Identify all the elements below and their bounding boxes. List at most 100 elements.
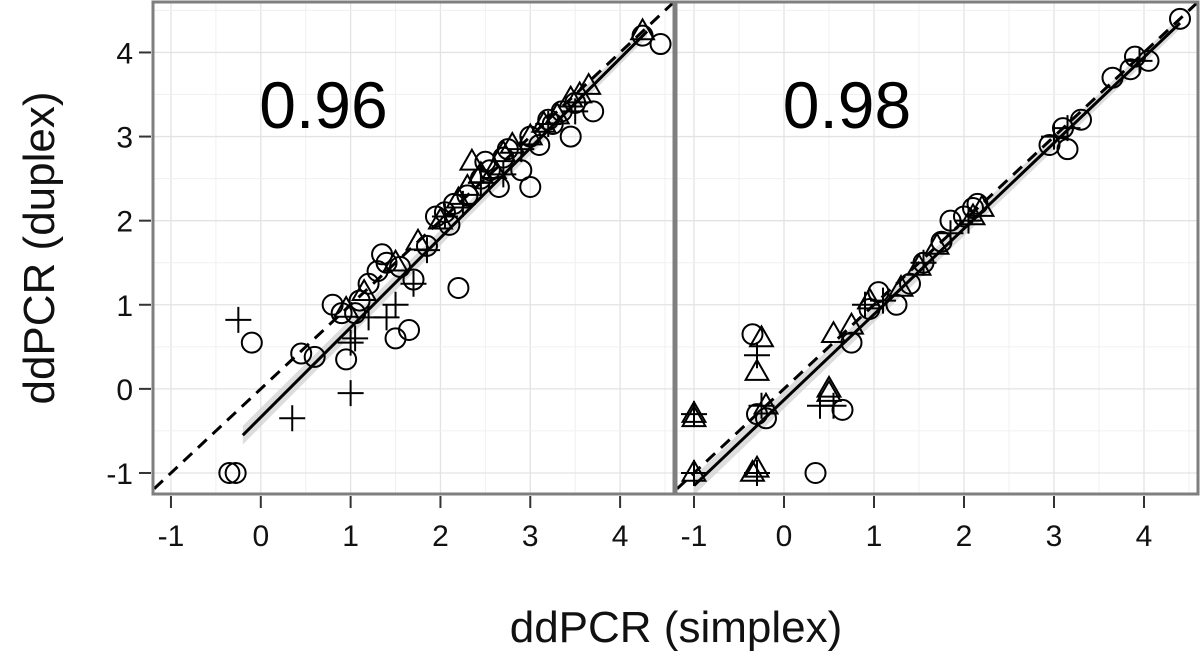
data-point-triangle	[517, 122, 544, 146]
data-point-plus	[1041, 123, 1067, 150]
data-point-triangle	[530, 109, 557, 133]
data-point-triangle	[566, 80, 593, 104]
data-point-circle	[741, 323, 764, 346]
data-point-plus	[490, 161, 517, 188]
x-tick-label: 2	[956, 520, 973, 553]
data-point-triangle	[856, 286, 883, 310]
data-point-circle	[240, 331, 263, 354]
data-point-circle	[804, 461, 827, 484]
data-point-plus	[400, 270, 427, 297]
data-point-plus	[431, 203, 458, 230]
reference-line	[153, 2, 674, 492]
plot-background	[153, 2, 674, 494]
data-point-plus	[1054, 115, 1081, 142]
data-point-triangle	[499, 130, 526, 154]
data-point-circle	[224, 461, 247, 484]
data-point-plus	[382, 291, 409, 318]
data-point-plus	[225, 306, 252, 333]
plot-area	[676, 2, 1198, 494]
y-tick-label: 4	[116, 37, 133, 70]
series-plus	[225, 98, 589, 432]
x-tick-label: 4	[612, 520, 629, 553]
data-point-plus	[535, 110, 562, 137]
data-point-circle	[218, 461, 241, 484]
x-tick-label: 4	[1136, 520, 1153, 553]
data-point-plus	[681, 401, 707, 428]
data-point-plus	[413, 237, 440, 264]
data-point-triangle	[815, 374, 843, 398]
data-point-circle	[559, 125, 582, 148]
data-point-plus	[744, 459, 770, 486]
data-point-circle	[519, 176, 542, 199]
data-point-triangle	[458, 147, 486, 171]
data-point-plus	[562, 98, 589, 125]
data-point-triangle	[332, 294, 360, 318]
data-point-triangle	[629, 17, 656, 41]
data-point-plus	[852, 291, 878, 318]
x-tick-label: 1	[342, 520, 359, 553]
data-point-triangle	[743, 358, 771, 381]
data-point-circle	[290, 342, 313, 365]
plot-area	[153, 2, 674, 492]
data-point-triangle	[959, 202, 987, 226]
data-point-plus	[1126, 47, 1153, 74]
data-point-plus	[955, 207, 982, 234]
x-axis: -1 0 1 2 3 4 -1 0 1 2 3 4	[158, 496, 1153, 553]
data-point-triangle	[739, 458, 766, 482]
data-point-circle	[447, 276, 470, 299]
y-tick-label: 0	[116, 374, 133, 407]
data-point-circle	[755, 407, 777, 430]
y-axis: -1 0 1 2 3 4	[106, 37, 151, 491]
panel-left: 0.96	[151, 0, 676, 496]
data-point-circle	[1169, 7, 1191, 30]
data-point-circle	[438, 213, 461, 236]
grid	[153, 2, 674, 494]
x-tick-label: 3	[522, 520, 539, 553]
data-point-triangle	[454, 173, 481, 196]
data-point-circle	[344, 302, 367, 325]
data-point-triangle	[748, 324, 775, 348]
data-point-plus	[910, 249, 937, 276]
data-point-triangle	[838, 311, 865, 335]
x-tick-label: 0	[252, 520, 269, 553]
data-point-circle	[1101, 66, 1124, 89]
data-point-plus	[681, 459, 707, 486]
x-tick-label: -1	[681, 520, 708, 553]
data-point-plus	[508, 136, 535, 163]
data-point-triangle	[445, 185, 472, 209]
data-point-triangle	[923, 231, 951, 255]
data-point-plus	[937, 220, 964, 247]
data-point-triangle	[490, 139, 517, 163]
data-point-circle	[1070, 108, 1092, 131]
data-point-plus	[342, 325, 369, 352]
x-tick-label: -1	[158, 520, 185, 553]
data-point-triangle	[968, 194, 996, 217]
x-tick-label: 1	[866, 520, 883, 553]
panel-border	[674, 0, 1200, 496]
series-plus	[681, 47, 1153, 486]
x-axis-title: ddPCR (simplex)	[510, 603, 843, 652]
y-tick-label: 2	[116, 206, 133, 239]
y-tick-label: -1	[106, 458, 133, 491]
data-point-triangle	[481, 156, 508, 180]
data-point-plus	[449, 190, 476, 217]
data-point-circle	[398, 319, 421, 341]
data-point-triangle	[752, 391, 780, 415]
data-point-triangle	[427, 206, 454, 230]
data-point-plus	[337, 380, 364, 407]
data-point-circle	[375, 251, 398, 274]
series-triangle	[332, 17, 656, 318]
data-point-triangle	[815, 379, 843, 402]
data-point-plus	[337, 329, 364, 356]
data-point-plus	[870, 287, 896, 314]
y-tick-label: 3	[116, 122, 133, 155]
x-tick-label: 3	[1046, 520, 1063, 553]
data-point-plus	[467, 169, 494, 196]
y-tick-label: 1	[116, 290, 133, 323]
grid	[676, 2, 1198, 494]
data-point-triangle	[820, 320, 847, 344]
data-point-circle	[962, 197, 984, 220]
data-point-circle	[303, 345, 326, 368]
panel-right: 0.98	[674, 0, 1200, 496]
